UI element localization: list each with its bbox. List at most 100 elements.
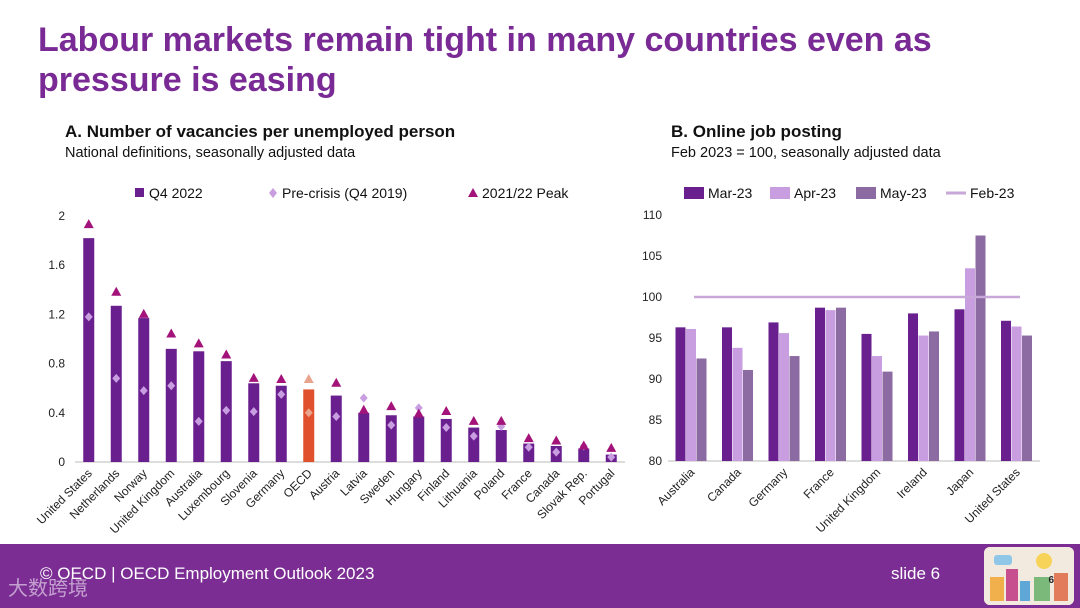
marker-pre-crisis xyxy=(524,442,533,452)
legend-label-mar-23: Mar-23 xyxy=(708,185,753,201)
marker-pre-crisis xyxy=(304,408,313,418)
bar-q4-2022 xyxy=(413,416,425,462)
bar-may-23 xyxy=(789,356,800,461)
panel-a-title: A. Number of vacancies per unemployed pe… xyxy=(65,122,456,141)
bar-apr-23 xyxy=(732,347,743,461)
y-tick-label: 80 xyxy=(649,454,663,468)
marker-peak xyxy=(193,338,204,348)
bar-q4-2022 xyxy=(165,348,177,462)
y-tick-label: 95 xyxy=(649,331,663,345)
bar-mar-23 xyxy=(675,327,686,461)
bar-may-23 xyxy=(929,331,939,461)
bar-may-23 xyxy=(743,369,753,461)
legend-swatch-may-23 xyxy=(856,187,876,199)
bar-q4-2022 xyxy=(275,385,287,462)
marker-pre-crisis xyxy=(277,389,286,399)
legend-label-feb-23: Feb-23 xyxy=(970,185,1015,201)
bar-apr-23 xyxy=(872,356,882,461)
x-tick-label: Japan xyxy=(943,465,976,498)
marker-peak xyxy=(496,415,507,425)
marker-pre-crisis xyxy=(139,386,148,396)
legend-swatch-pre-crisis xyxy=(269,188,277,198)
bar-q4-2022 xyxy=(110,305,122,462)
marker-peak xyxy=(248,372,259,382)
marker-pre-crisis xyxy=(607,452,616,462)
y-tick-label: 105 xyxy=(642,249,662,263)
x-tick-label: Canada xyxy=(704,465,744,505)
marker-pre-crisis xyxy=(194,416,203,426)
marker-peak xyxy=(441,406,452,416)
y-tick-label: 110 xyxy=(643,208,662,222)
y-tick-label: 0.8 xyxy=(48,357,65,371)
marker-pre-crisis xyxy=(112,373,121,383)
panel-b-header: B. Online job posting Feb 2023 = 100, se… xyxy=(671,122,941,162)
footer-bar: 大数跨境 © OECD | OECD Employment Outlook 20… xyxy=(0,544,1080,608)
y-tick-label: 0 xyxy=(58,455,65,469)
bar-may-23 xyxy=(882,371,893,461)
marker-pre-crisis xyxy=(414,403,423,413)
bar-q4-2022 xyxy=(578,448,590,462)
legend-label-1: Pre-crisis (Q4 2019) xyxy=(282,185,407,201)
bar-q4-2022 xyxy=(303,389,315,462)
x-tick-label: Germany xyxy=(746,465,791,510)
marker-peak xyxy=(523,433,534,443)
marker-pre-crisis xyxy=(167,381,176,391)
x-tick-label: Ireland xyxy=(894,465,930,501)
panel-b-title: B. Online job posting xyxy=(671,122,842,141)
y-tick-label: 1.6 xyxy=(48,258,65,272)
marker-peak xyxy=(551,435,562,445)
x-tick-label: Austria xyxy=(306,466,343,503)
bar-q4-2022 xyxy=(358,412,370,462)
marker-peak xyxy=(331,377,342,387)
bar-apr-23 xyxy=(1011,326,1022,461)
marker-pre-crisis xyxy=(249,407,258,417)
marker-peak xyxy=(413,408,424,418)
bar-may-23 xyxy=(1022,335,1032,461)
marker-peak xyxy=(578,440,589,450)
report-cover-thumbnail: 6 xyxy=(984,547,1074,605)
bar-may-23 xyxy=(836,307,846,461)
y-tick-label: 90 xyxy=(649,372,663,386)
bar-apr-23 xyxy=(918,335,929,461)
marker-pre-crisis xyxy=(332,411,341,421)
bar-apr-23 xyxy=(779,333,789,461)
marker-pre-crisis xyxy=(552,447,561,457)
marker-pre-crisis xyxy=(442,423,451,433)
bar-q4-2022 xyxy=(468,427,480,462)
watermark: 大数跨境 xyxy=(8,578,88,600)
footer-copyright: © OECD | OECD Employment Outlook 2023 xyxy=(40,564,375,583)
marker-peak xyxy=(358,404,369,414)
legend-label-0: Q4 2022 xyxy=(149,185,203,201)
marker-peak xyxy=(166,328,177,338)
bar-mar-23 xyxy=(1001,320,1011,461)
marker-peak xyxy=(83,219,94,229)
bar-q4-2022 xyxy=(523,443,535,462)
legend-swatch-mar-23 xyxy=(684,187,704,199)
y-tick-label: 0.4 xyxy=(48,406,65,420)
marker-pre-crisis xyxy=(84,312,93,322)
y-tick-label: 85 xyxy=(649,413,663,427)
legend-swatch-apr-23 xyxy=(770,187,790,199)
x-tick-label: France xyxy=(801,465,838,502)
y-tick-label: 2 xyxy=(58,209,65,223)
marker-peak xyxy=(111,286,122,296)
panel-a-header: A. Number of vacancies per unemployed pe… xyxy=(65,122,455,162)
marker-peak xyxy=(138,308,149,318)
job-posting-chart: Mar-23 Apr-23 May-23 Feb-23 80 85 90 95 100 105 11… xyxy=(642,185,1040,536)
vacancies-chart: Q4 2022 Pre-crisis (Q4 2019) 2021/22 Peak 0… xyxy=(34,185,625,536)
slide-title: Labour markets remain tight in many coun… xyxy=(38,21,932,99)
y-tick-label: 1.2 xyxy=(48,307,65,321)
bar-apr-23 xyxy=(825,310,836,461)
marker-peak xyxy=(221,349,232,359)
marker-pre-crisis xyxy=(222,405,231,415)
marker-pre-crisis xyxy=(469,431,478,441)
bar-may-23 xyxy=(696,358,707,461)
slide-number: slide 6 xyxy=(891,564,941,583)
bar-apr-23 xyxy=(686,328,696,461)
cover-illustration-icon xyxy=(984,547,1074,605)
panel-b-subtitle: Feb 2023 = 100, seasonally adjusted data xyxy=(671,145,941,161)
bar-apr-23 xyxy=(965,268,975,461)
bar-mar-23 xyxy=(861,333,872,461)
bar-q4-2022 xyxy=(193,351,205,462)
legend-swatch-q4-2022 xyxy=(135,188,144,197)
